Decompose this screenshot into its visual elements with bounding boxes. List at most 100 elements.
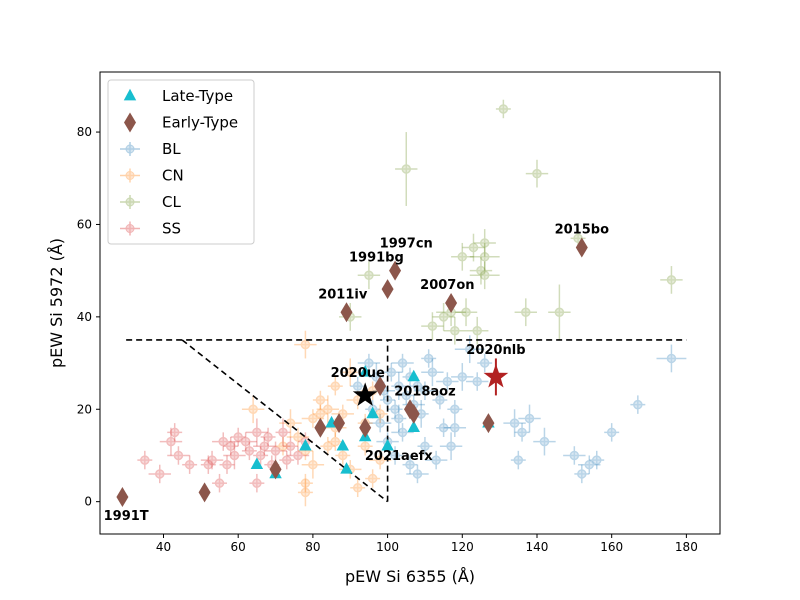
- early-type-marker: [198, 482, 211, 503]
- x-tick-label: 40: [156, 540, 171, 554]
- bl-point: [406, 464, 429, 484]
- cn-marker: [308, 413, 318, 424]
- ss-marker: [203, 459, 214, 470]
- ss-marker: [285, 441, 296, 451]
- legend-label-early-type: Early-Type: [162, 114, 238, 132]
- bl-marker: [465, 344, 475, 354]
- ss-marker: [222, 459, 232, 470]
- bl-point: [391, 372, 407, 401]
- ss-point: [167, 423, 183, 442]
- bl-marker: [420, 441, 430, 451]
- bl-point: [413, 381, 437, 401]
- cl-marker: [666, 275, 677, 285]
- annotation-label: 2007on: [420, 278, 474, 293]
- ss-marker: [229, 450, 240, 461]
- cl-point: [469, 256, 493, 285]
- cn-point: [294, 330, 317, 359]
- legend-cn-marker: [125, 171, 135, 180]
- legend-label-late-type: Late-Type: [162, 87, 233, 105]
- bl-point: [656, 344, 687, 373]
- bl-point: [604, 423, 620, 442]
- bl-point: [563, 446, 586, 465]
- bl-point: [424, 450, 448, 470]
- cn-point: [297, 478, 313, 507]
- cn-point: [316, 395, 340, 424]
- ss-point: [241, 441, 257, 461]
- annotation-label: 2011iv: [318, 287, 368, 302]
- axes-layer: 40 60 80 100 120 140 160 180 0 20 40 60 80: [77, 125, 698, 554]
- cl-point: [357, 261, 381, 290]
- annotation-label: 2015bo: [555, 223, 609, 238]
- ss-marker: [225, 441, 236, 451]
- late-type-marker: [340, 462, 353, 474]
- bl-point: [402, 455, 418, 474]
- cn-marker: [293, 432, 303, 442]
- bl-marker: [390, 450, 400, 461]
- cl-point: [570, 229, 586, 248]
- cl-marker: [521, 307, 531, 317]
- annotation-label: 2020nlb: [466, 343, 525, 358]
- bl-marker: [479, 358, 490, 368]
- cl-marker: [479, 252, 490, 262]
- ss-marker: [252, 478, 262, 488]
- bl-point: [518, 404, 541, 433]
- cn-point: [327, 432, 343, 451]
- cl-marker: [498, 104, 509, 114]
- cn-point: [365, 469, 381, 488]
- bl-marker: [539, 436, 550, 447]
- ss-point: [212, 432, 235, 451]
- cn-marker: [300, 478, 311, 488]
- y-tick-label: 80: [77, 125, 92, 139]
- late-type-marker: [407, 420, 420, 433]
- ss-point: [167, 446, 190, 465]
- cn-point: [297, 473, 313, 493]
- x-tick-label: 180: [675, 540, 698, 554]
- early-type-marker: [314, 417, 327, 438]
- late-type-marker: [407, 369, 420, 382]
- ss-point: [212, 473, 227, 493]
- ss-point: [260, 427, 276, 447]
- ss-marker: [263, 432, 273, 442]
- bl-marker: [394, 413, 404, 424]
- ss-marker: [244, 446, 255, 456]
- bl-marker: [666, 353, 677, 364]
- cn-point: [320, 436, 336, 456]
- bl-marker: [386, 367, 397, 378]
- legend-cl-marker: [125, 197, 135, 207]
- bl-marker: [524, 413, 535, 424]
- annotation-label: 2021aefx: [365, 449, 433, 464]
- bl-point: [510, 450, 526, 470]
- ss-marker: [218, 436, 229, 447]
- early-type-marker: [340, 302, 353, 323]
- bl-marker: [412, 381, 423, 391]
- bl-marker: [606, 427, 617, 438]
- cn-point: [301, 450, 325, 479]
- cn-point: [286, 427, 310, 447]
- data-layer: [137, 99, 687, 507]
- bl-point: [421, 358, 444, 387]
- ss-point: [223, 441, 246, 470]
- ss-point: [200, 455, 216, 474]
- bl-point: [391, 404, 407, 433]
- cn-point: [275, 436, 291, 456]
- cn-marker: [315, 409, 326, 419]
- y-tick-label: 60: [77, 217, 92, 231]
- cn-marker: [285, 418, 296, 428]
- bl-point: [439, 432, 463, 461]
- ss-marker: [184, 459, 195, 470]
- y-tick-label: 20: [77, 402, 92, 416]
- ss-marker: [278, 427, 288, 438]
- cn-marker: [300, 339, 311, 350]
- star-2020ue: [352, 382, 378, 406]
- bl-point: [477, 353, 493, 373]
- cl-point: [462, 233, 485, 262]
- annotation-label: 2020ue: [331, 366, 385, 381]
- cl-point: [469, 242, 500, 271]
- legend-label-cn: CN: [162, 167, 184, 185]
- bl-point: [398, 386, 414, 405]
- ss-point: [279, 450, 295, 470]
- cl-marker: [450, 325, 460, 336]
- bl-marker: [405, 459, 415, 470]
